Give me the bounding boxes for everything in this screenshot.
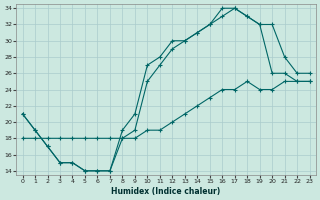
X-axis label: Humidex (Indice chaleur): Humidex (Indice chaleur) [111,187,221,196]
